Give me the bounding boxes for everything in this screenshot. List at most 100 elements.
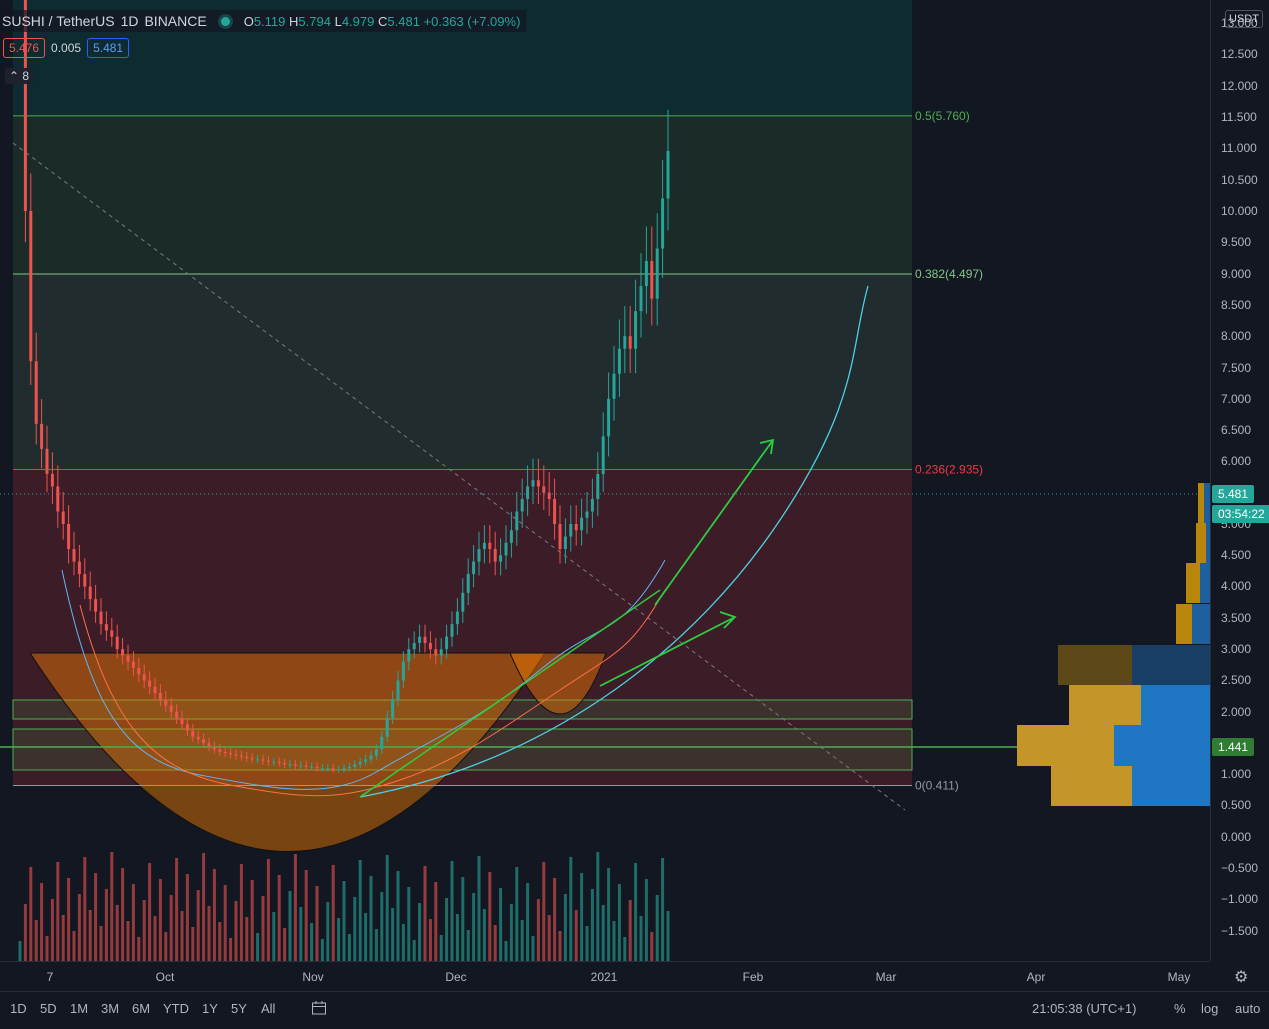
candle-body (531, 480, 535, 487)
chart-canvas[interactable]: 1(11.109)0.786(8.820)0.618(7.022)0.5(5.7… (0, 0, 1210, 961)
calendar-icon[interactable] (311, 1000, 327, 1021)
arrow-line (654, 439, 774, 606)
volume-bar (596, 852, 600, 961)
volume-bar (72, 931, 76, 961)
volume-bar (67, 878, 71, 961)
candle-body (61, 511, 65, 524)
volume-bar (515, 867, 519, 961)
volume-bar (423, 866, 427, 961)
volume-bar (547, 915, 551, 961)
volume-profile-bar (1114, 725, 1210, 766)
candle-body (439, 649, 443, 656)
settings-gear-icon[interactable]: ⚙ (1234, 969, 1249, 986)
volume-bar (590, 889, 594, 961)
volume-bar (337, 918, 341, 961)
volume-bar (455, 914, 459, 961)
volume-bar (18, 941, 22, 961)
price-tick: 8.500 (1221, 298, 1252, 312)
volume-bar (164, 932, 168, 961)
volume-bar (56, 862, 60, 961)
low-value: 4.979 (341, 13, 375, 29)
volume-bar (266, 859, 270, 961)
volume-bar (342, 881, 346, 961)
symbol-name[interactable]: SUSHI / TetherUS (2, 13, 115, 29)
volume-bar (628, 900, 632, 961)
volume-bar (137, 937, 141, 961)
candle-body (337, 769, 341, 771)
price-axis[interactable]: 13.000 12.500 12.000 11.500 11.000 10.500 10.0… (1210, 0, 1269, 961)
candle-body (482, 542, 486, 550)
volume-bar (121, 868, 125, 961)
price-tick: −0.500 (1221, 861, 1259, 875)
indicators-toggle[interactable]: ⌃ 8 (5, 68, 34, 84)
range-button-1d[interactable]: 1D (10, 1001, 27, 1016)
candle-body (639, 286, 643, 312)
price-tick: 12.000 (1221, 79, 1258, 93)
volume-bar (509, 904, 513, 961)
volume-profile-bar (1196, 523, 1206, 563)
volume-bar (385, 855, 389, 961)
volume-bar (256, 933, 260, 961)
candle-body (153, 686, 157, 694)
range-button-1m[interactable]: 1M (70, 1001, 89, 1016)
candle-body (655, 248, 659, 299)
volume-profile-bar (1141, 685, 1210, 725)
auto-toggle[interactable]: auto (1235, 1001, 1261, 1016)
volume-bar (380, 892, 384, 961)
bottom-toolbar: 1D 5D 1M 3M 6M YTD 1Y 5Y All 21:05:38 (UTC+1) % … (0, 991, 1269, 1029)
volume-bar (450, 861, 454, 961)
range-button-6m[interactable]: 6M (132, 1001, 151, 1016)
volume-bar (347, 934, 351, 961)
candle-body (212, 746, 216, 750)
volume-bar (558, 931, 562, 961)
currency-badge[interactable]: USDT (1225, 10, 1263, 28)
sell-button[interactable]: 5.476 (3, 38, 46, 58)
log-toggle[interactable]: log (1201, 1001, 1219, 1016)
candle-body (472, 561, 476, 575)
volume-bar (77, 894, 81, 961)
volume-bar (331, 865, 335, 961)
candle-body (77, 561, 81, 575)
volume-bar (261, 896, 265, 961)
range-button-ytd[interactable]: YTD (163, 1001, 189, 1016)
candle-body (509, 530, 513, 543)
range-button-5d[interactable]: 5D (40, 1001, 57, 1016)
candle-body (293, 764, 297, 766)
chart-pane[interactable]: 1(11.109)0.786(8.820)0.618(7.022)0.5(5.7… (0, 0, 1210, 961)
range-button-3m[interactable]: 3M (101, 1001, 120, 1016)
price-tick: 1.000 (1221, 767, 1252, 781)
range-button-1y[interactable]: 1Y (202, 1001, 218, 1016)
range-button-all[interactable]: All (261, 1001, 276, 1016)
volume-bar (304, 870, 308, 961)
candle-body (83, 574, 87, 587)
volume-bar (126, 921, 130, 961)
volume-bar (191, 927, 195, 961)
candle-body (607, 398, 611, 437)
volume-bar (542, 862, 546, 961)
volume-bar (623, 937, 627, 961)
candle-body (299, 765, 303, 767)
volume-bar (272, 912, 276, 961)
candle-body (207, 743, 211, 747)
candle-body (628, 336, 632, 349)
price-tick: −1.000 (1221, 892, 1259, 906)
volume-bar (553, 878, 557, 961)
candle-body (450, 624, 454, 637)
time-axis[interactable]: 7 Oct Nov Dec 2021 Feb Mar Apr May ⚙ (0, 961, 1248, 992)
price-tick: 4.000 (1221, 579, 1252, 593)
bid-ask-row: 5.476 0.005 5.481 (3, 38, 130, 58)
volume-bar (34, 920, 38, 961)
candle-body (617, 348, 621, 374)
volume-bar (391, 908, 395, 961)
timezone-clock[interactable]: 21:05:38 (UTC+1) (1032, 1001, 1137, 1016)
candle-body (94, 599, 98, 612)
buy-button[interactable]: 5.481 (87, 38, 130, 58)
price-tick: 11.500 (1221, 110, 1257, 124)
volume-bar (661, 858, 665, 961)
candle-body (126, 655, 130, 662)
percent-toggle[interactable]: % (1174, 1001, 1186, 1016)
last-price-badge: 5.481 (1212, 485, 1255, 503)
candle-body (596, 473, 600, 499)
time-label: Dec (445, 970, 467, 984)
range-button-5y[interactable]: 5Y (231, 1001, 247, 1016)
